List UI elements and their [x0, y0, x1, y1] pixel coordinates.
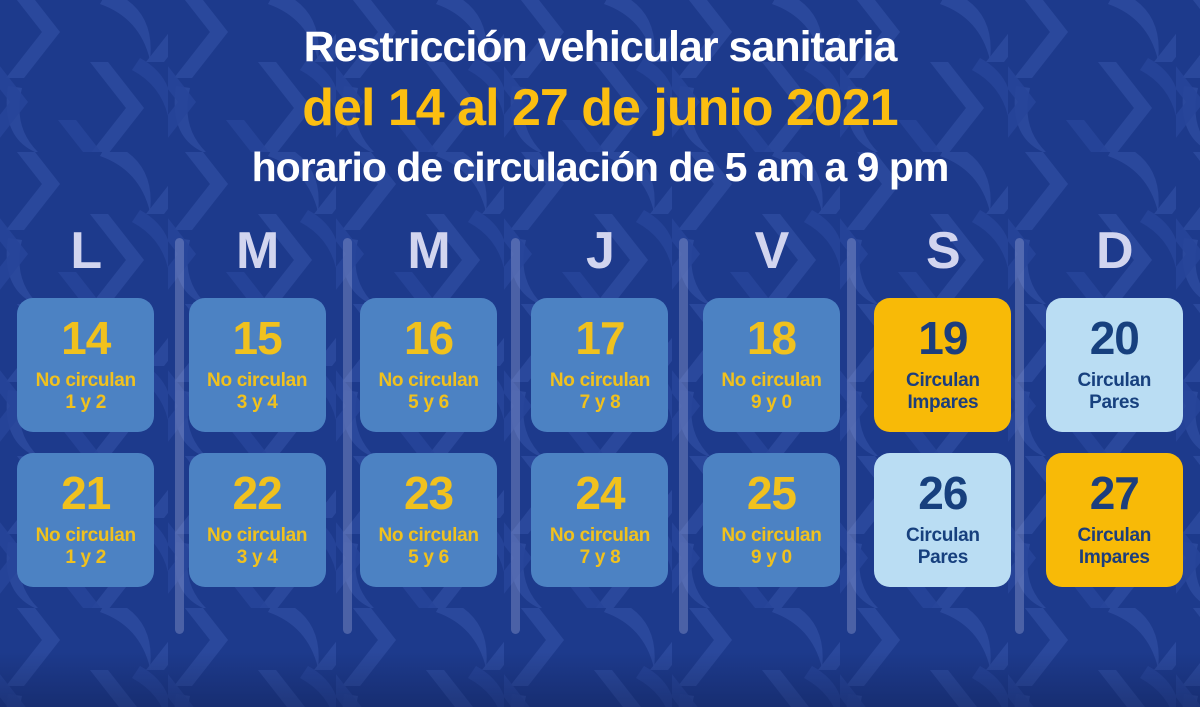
cell-label-line2: 1 y 2	[65, 547, 107, 569]
day-column-wednesday: M 16 No circulan 5 y 6 23 No circulan 5 …	[343, 224, 514, 587]
cell-label-line1: Circulan	[906, 524, 980, 546]
cell-date: 24	[575, 466, 625, 519]
cell-label: No circulan 9 y 0	[721, 525, 821, 571]
day-column-thursday: J 17 No circulan 7 y 8 24 No circulan 7 …	[514, 224, 685, 587]
cell-label-line1: Circulan	[1077, 524, 1152, 546]
cell-date: 16	[403, 311, 454, 364]
cell-date: 22	[232, 466, 283, 519]
cell-date: 26	[918, 466, 968, 519]
column-divider-6	[1015, 237, 1024, 634]
day-letter-thursday: J	[586, 221, 615, 280]
cell-label: No circulan 5 y 6	[378, 525, 478, 571]
cell-date: 27	[1089, 466, 1140, 519]
calendar-cell-20: 20 Circulan Pares	[1045, 297, 1183, 432]
day-column-tuesday: M 15 No circulan 3 y 4 22 No circulan 3 …	[171, 224, 342, 587]
day-letter-sunday: D	[1096, 221, 1134, 280]
calendar-cell-15: 15 No circulan 3 y 4	[188, 297, 326, 432]
calendar-cell-19: 19 Circulan Impares	[874, 297, 1012, 432]
cell-label-line2: 5 y 6	[408, 392, 449, 414]
cell-label-line2: 5 y 6	[408, 547, 449, 569]
cell-label: No circulan 7 y 8	[550, 525, 650, 571]
cell-label: Circulan Impares	[1077, 525, 1151, 571]
poster-date-range: del 14 al 27 de junio 2021	[302, 79, 898, 138]
day-column-friday: V 18 No circulan 9 y 0 25 No circulan 9 …	[686, 224, 857, 587]
cell-label-line1: No circulan	[207, 369, 308, 391]
cell-label-line2: Impares	[907, 392, 979, 414]
cell-label-line2: Pares	[1089, 392, 1140, 414]
cell-label-line1: No circulan	[549, 524, 651, 546]
cell-label-line2: 9 y 0	[751, 547, 792, 569]
calendar-cell-24: 24 No circulan 7 y 8	[531, 452, 669, 587]
cell-date: 21	[61, 466, 111, 519]
calendar-cell-26: 26 Circulan Pares	[874, 452, 1012, 587]
cell-label-line1: No circulan	[549, 369, 651, 391]
cell-label-line2: 7 y 8	[579, 392, 621, 414]
cell-label-line2: Impares	[1078, 547, 1150, 569]
calendar-cell-27: 27 Circulan Impares	[1045, 452, 1183, 587]
cell-label: No circulan 7 y 8	[550, 370, 650, 416]
cell-date: 19	[918, 311, 968, 364]
cell-date: 14	[61, 311, 111, 364]
cell-label-line1: No circulan	[378, 524, 479, 546]
cell-label-line2: 3 y 4	[236, 392, 278, 414]
cell-label-line2: 7 y 8	[579, 547, 621, 569]
column-divider-5	[847, 237, 856, 634]
day-column-sunday: D 20 Circulan Pares 27 Circulan Impares	[1029, 224, 1200, 587]
day-letter-friday: V	[754, 221, 790, 280]
cell-date: 23	[403, 466, 454, 519]
column-divider-3	[511, 237, 520, 634]
cell-label: No circulan 9 y 0	[721, 370, 821, 416]
cell-label: Circulan Pares	[906, 525, 980, 571]
cell-date: 18	[746, 311, 797, 364]
cell-label: Circulan Impares	[906, 370, 980, 416]
cell-label-line1: No circulan	[721, 524, 822, 546]
cell-label-line1: No circulan	[721, 369, 822, 391]
cell-label-line2: 9 y 0	[751, 392, 792, 414]
column-divider-1	[175, 237, 184, 634]
cell-label: Circulan Pares	[1077, 370, 1151, 416]
poster-header: Restricción vehicular sanitaria del 14 a…	[0, 0, 1200, 190]
cell-label-line2: Pares	[917, 547, 969, 569]
poster-schedule: horario de circulación de 5 am a 9 pm	[251, 143, 950, 190]
cell-date: 20	[1089, 311, 1140, 364]
day-column-monday: L 14 No circulan 1 y 2 21 No circulan 1 …	[0, 224, 171, 587]
calendar-cell-25: 25 No circulan 9 y 0	[702, 452, 840, 587]
cell-label-line1: No circulan	[378, 369, 479, 391]
day-letter-tuesday: M	[235, 221, 279, 280]
cell-label: No circulan 1 y 2	[36, 370, 136, 416]
day-column-saturday: S 19 Circulan Impares 26 Circulan Pares	[857, 224, 1028, 587]
calendar-cell-22: 22 No circulan 3 y 4	[188, 452, 326, 587]
cell-label-line1: No circulan	[35, 524, 136, 546]
day-letter-wednesday: M	[407, 221, 450, 280]
cell-label-line1: No circulan	[35, 369, 136, 391]
day-letter-monday: L	[70, 221, 102, 280]
cell-date: 17	[575, 311, 625, 364]
calendar-cell-23: 23 No circulan 5 y 6	[360, 452, 498, 587]
calendar-cell-16: 16 No circulan 5 y 6	[360, 297, 498, 432]
column-divider-2	[343, 237, 352, 634]
calendar-cell-17: 17 No circulan 7 y 8	[531, 297, 669, 432]
calendar-cell-21: 21 No circulan 1 y 2	[17, 452, 155, 587]
cell-label-line1: Circulan	[1077, 369, 1152, 391]
day-letter-saturday: S	[926, 221, 961, 280]
cell-date: 15	[232, 311, 283, 364]
calendar-cell-18: 18 No circulan 9 y 0	[702, 297, 840, 432]
calendar-cell-14: 14 No circulan 1 y 2	[17, 297, 155, 432]
poster-title: Restricción vehicular sanitaria	[303, 23, 898, 71]
cell-label-line2: 1 y 2	[65, 392, 107, 414]
cell-label: No circulan 1 y 2	[36, 525, 136, 571]
cell-label: No circulan 3 y 4	[207, 525, 307, 571]
cell-label: No circulan 3 y 4	[207, 370, 307, 416]
cell-label: No circulan 5 y 6	[378, 370, 478, 416]
column-divider-4	[679, 237, 688, 634]
calendar-grid: L 14 No circulan 1 y 2 21 No circulan 1 …	[0, 224, 1200, 634]
cell-label-line2: 3 y 4	[236, 547, 278, 569]
cell-label-line1: Circulan	[906, 369, 980, 391]
cell-label-line1: No circulan	[207, 524, 308, 546]
cell-date: 25	[746, 466, 797, 519]
